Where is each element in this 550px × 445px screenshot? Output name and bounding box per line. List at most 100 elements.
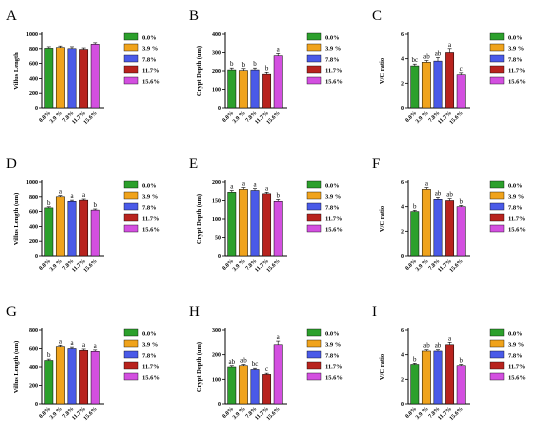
y-tick-label: 4 <box>401 353 404 359</box>
y-tick-label: 2 <box>401 377 404 383</box>
bar <box>238 365 248 405</box>
y-tick-label: 0 <box>401 402 404 408</box>
legend-swatch <box>306 202 322 211</box>
legend-label: 0.0% <box>508 183 523 190</box>
legend-swatch <box>123 180 139 189</box>
panel-letter: B <box>189 8 199 24</box>
legend-label: 7.8% <box>142 353 157 360</box>
y-tick-label: 600 <box>29 347 38 353</box>
panel-a: A 0 200 400 600 800 1000 Villus Length 0.0% 3.9 %… <box>6 8 160 126</box>
bar <box>445 200 455 257</box>
legend-label: 11.7% <box>325 364 343 371</box>
y-tick-label: 6 <box>401 32 404 38</box>
legend-swatch <box>123 32 139 41</box>
legend-label: 15.6% <box>508 227 526 234</box>
legend-swatch <box>123 361 139 370</box>
legend-label: 7.8% <box>325 57 340 64</box>
legend-label: 15.6% <box>142 375 160 382</box>
legend-swatch <box>306 339 322 348</box>
significance-label: ab <box>435 342 442 350</box>
significance-label: a <box>82 191 86 199</box>
legend-swatch <box>489 191 505 200</box>
legend-swatch <box>489 224 505 233</box>
legend-swatch <box>306 328 322 337</box>
bar <box>456 206 466 257</box>
y-tick-label: 2 <box>401 229 404 235</box>
legend-swatch <box>489 43 505 52</box>
legend-swatch <box>123 328 139 337</box>
significance-label: a <box>448 334 452 342</box>
legend-label: 0.0% <box>325 183 340 190</box>
y-tick-label: 300 <box>212 328 221 334</box>
bar <box>90 44 100 109</box>
significance-label: ab <box>423 53 430 61</box>
significance-label: a <box>59 188 63 196</box>
legend-label: 3.9 % <box>142 342 158 349</box>
x-tick-label: 3.9 % <box>49 258 64 273</box>
y-tick-label: 6 <box>401 328 404 334</box>
y-tick-label: 600 <box>29 210 38 216</box>
significance-label: b <box>459 197 463 205</box>
y-tick-label: 0 <box>401 254 404 260</box>
y-tick-label: 200 <box>29 239 38 245</box>
legend-swatch <box>306 54 322 63</box>
x-tick-label: 3.9 % <box>232 406 247 421</box>
y-tick-label: 0 <box>218 106 221 112</box>
legend-swatch <box>123 43 139 52</box>
legend-label: 3.9 % <box>508 342 524 349</box>
legend-swatch <box>489 339 505 348</box>
panel-letter: H <box>189 304 200 320</box>
legend-label: 11.7% <box>142 364 160 371</box>
panel-b: B 0 100 200 300 400 Crypt Depth (um) b 0.0% b 3.9 … <box>189 8 343 126</box>
significance-label: c <box>460 65 463 73</box>
legend-label: 3.9 % <box>142 46 158 53</box>
legend-label: 0.0% <box>508 331 523 338</box>
y-axis-label: Villus Length <box>13 52 20 90</box>
legend-swatch <box>123 350 139 359</box>
legend-label: 15.6% <box>142 79 160 86</box>
bar <box>55 196 65 257</box>
significance-label: a <box>59 337 63 345</box>
significance-label: b <box>276 191 280 199</box>
bar <box>433 350 443 405</box>
panel-c: C 0 2 4 6 V/C ratio bc 0.0% ab 3.9 % ab 7.8% a 11.7% c… <box>372 8 526 126</box>
significance-label: b <box>230 60 234 68</box>
panel-i: I 0 2 4 6 V/C ratio b 0.0% ab 3.9 % ab 7.8% a 11.7% b 1… <box>372 304 526 422</box>
significance-label: b <box>413 202 417 210</box>
x-tick-label: 3.9 % <box>49 406 64 421</box>
panel-letter: E <box>189 156 198 172</box>
panel-letter: F <box>372 156 380 172</box>
legend-swatch <box>123 372 139 381</box>
panel-h: H 0 100 200 300 Crypt Depth (um) ab 0.0% ab 3.9 %… <box>189 304 343 422</box>
legend-swatch <box>123 213 139 222</box>
y-tick-label: 1000 <box>26 32 38 38</box>
y-axis-label: V/C ratio <box>379 58 386 84</box>
significance-label: a <box>253 181 257 189</box>
bar <box>421 189 431 257</box>
bar <box>79 49 89 109</box>
bar <box>410 211 420 257</box>
legend-swatch <box>489 202 505 211</box>
bar <box>90 351 100 405</box>
panel-e: E 0 50 100 150 200 Crypt Depth (um) a 0.0% a 3.9 %… <box>189 156 343 274</box>
y-tick-label: 400 <box>29 365 38 371</box>
legend-swatch <box>489 350 505 359</box>
significance-label: b <box>47 351 51 359</box>
legend-label: 7.8% <box>142 205 157 212</box>
panel-g: G 0 200 400 600 800 Villus Length (um) b 0.0% a 3.… <box>6 304 160 422</box>
y-tick-label: 0 <box>35 106 38 112</box>
bar <box>55 346 65 405</box>
y-tick-label: 100 <box>212 377 221 383</box>
y-tick-label: 400 <box>212 32 221 38</box>
significance-label: a <box>94 342 98 350</box>
y-tick-label: 4 <box>401 205 404 211</box>
significance-label: ab <box>240 357 247 365</box>
bar <box>250 69 260 109</box>
significance-label: bc <box>411 56 418 64</box>
legend-label: 7.8% <box>325 205 340 212</box>
y-tick-label: 0 <box>35 402 38 408</box>
legend-label: 3.9 % <box>508 46 524 53</box>
legend-label: 15.6% <box>508 79 526 86</box>
y-tick-label: 0 <box>218 254 221 260</box>
legend-swatch <box>306 213 322 222</box>
